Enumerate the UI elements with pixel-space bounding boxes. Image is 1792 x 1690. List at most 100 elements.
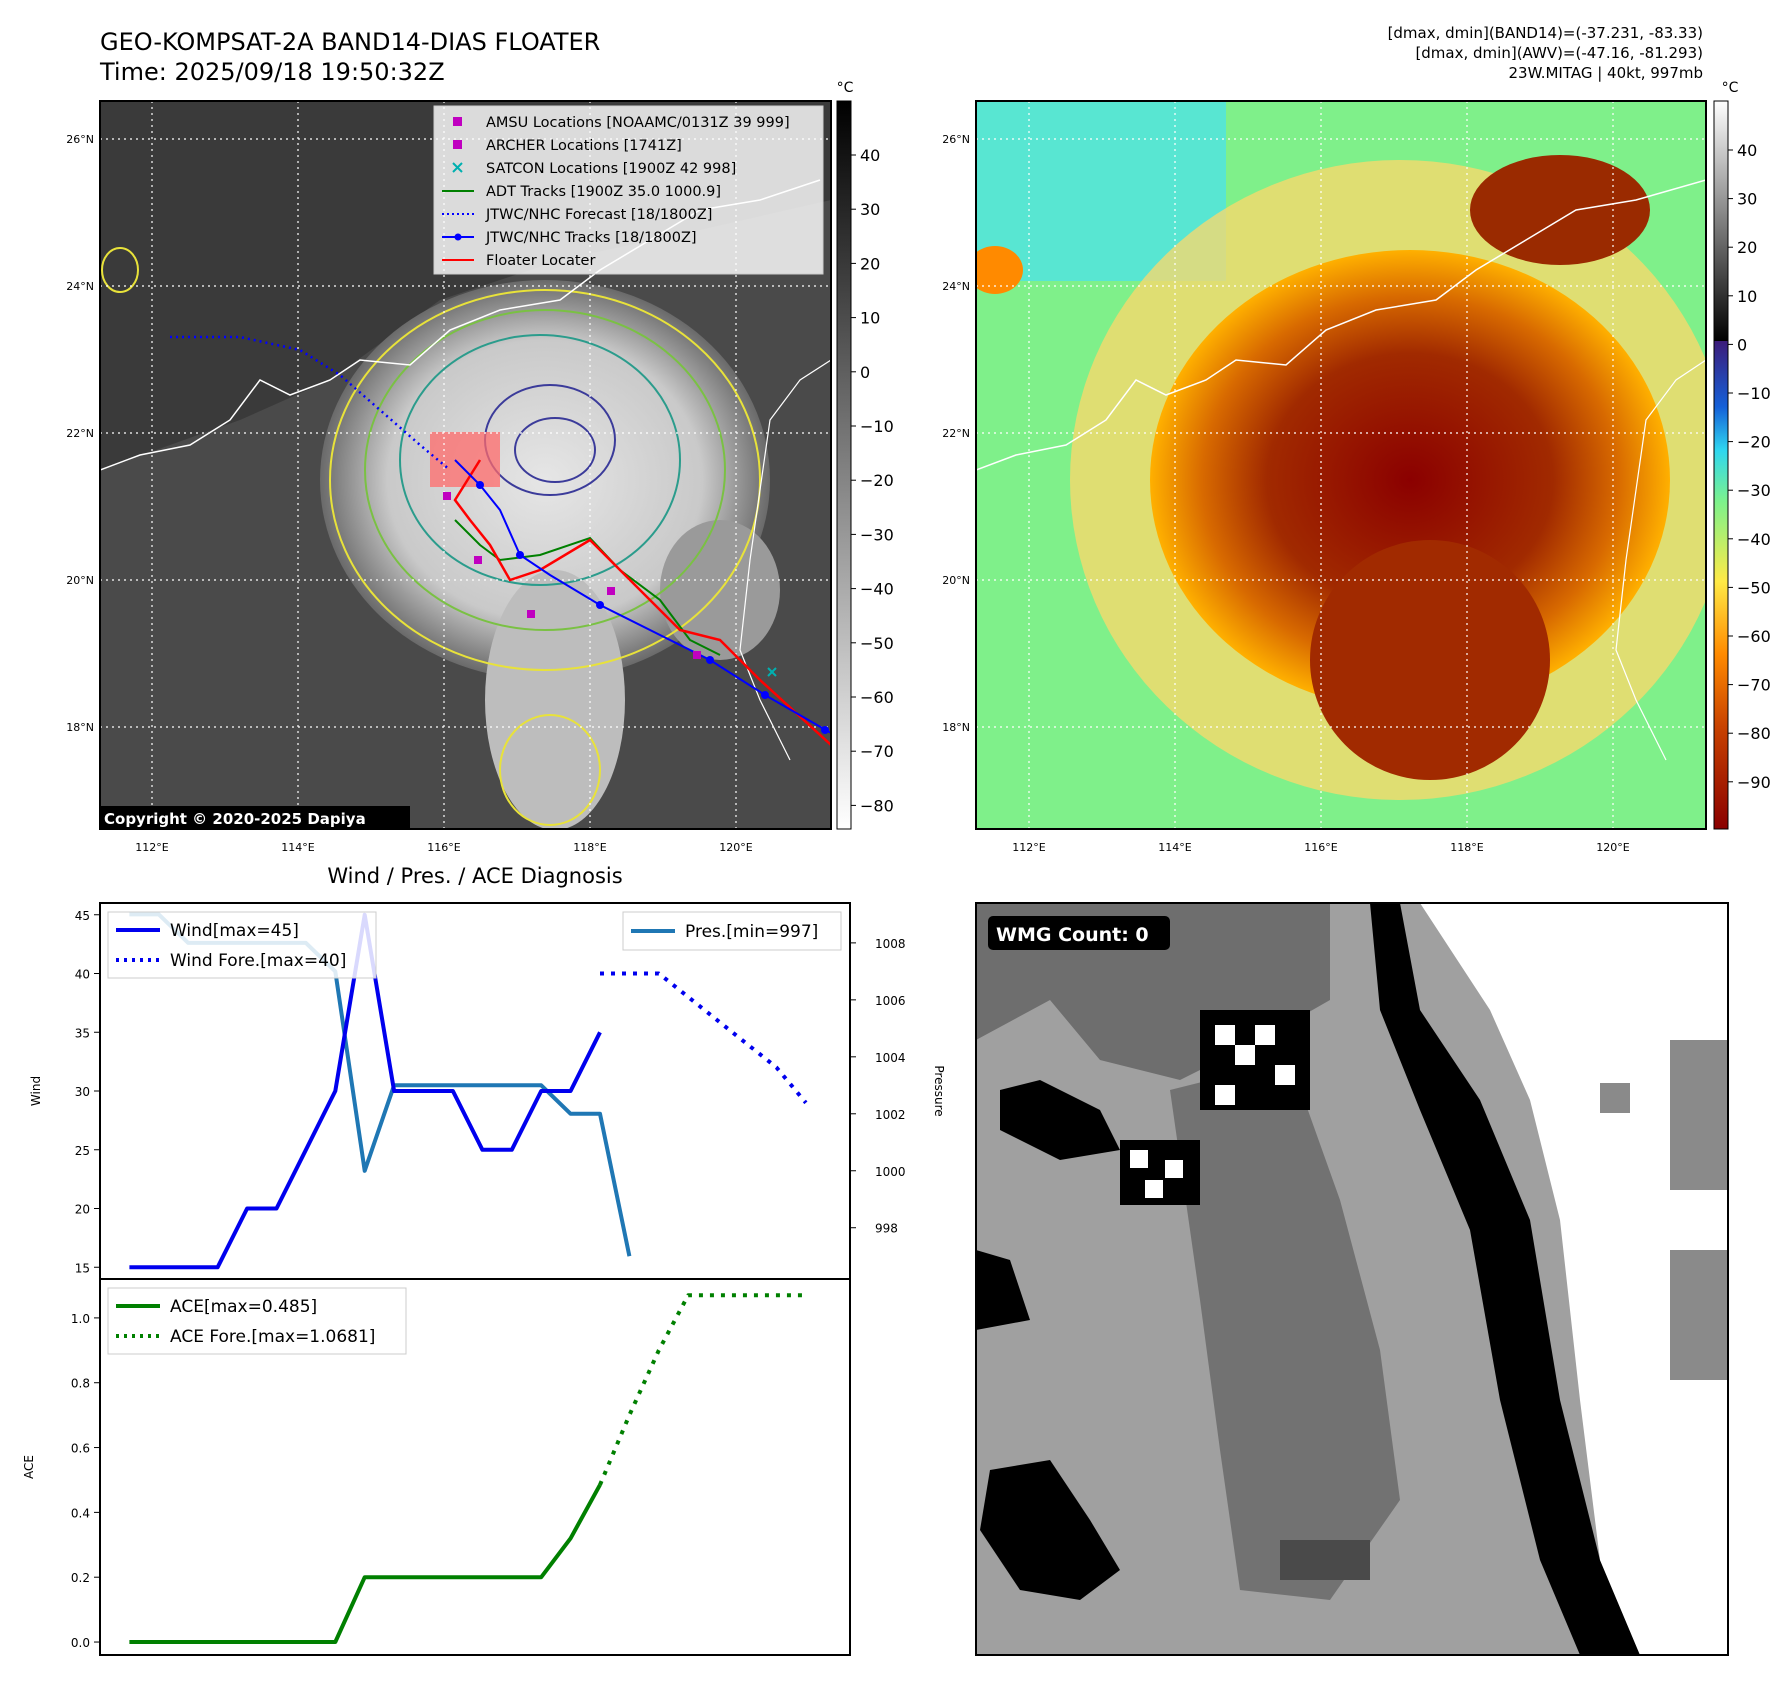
map-right: 26°N 24°N 22°N 20°N 18°N 112°E 114°E 116°E 118°E… xyxy=(942,80,1771,854)
wmg-gray-patch-east-1 xyxy=(1670,1040,1728,1190)
wind-legend: Wind[max=45] Wind Fore.[max=40] xyxy=(107,911,377,979)
wmg-white-east xyxy=(1420,903,1728,1655)
ace-tick-label: 0.8 xyxy=(71,1377,90,1391)
pressure-axis-ticks: 998 1000 1002 1004 1006 1008 xyxy=(850,937,906,1236)
legend-entry-label: Floater Locater xyxy=(486,253,595,269)
map-left-lat-label: 26°N xyxy=(66,133,94,146)
ace-tick-label: 1.0 xyxy=(71,1312,90,1326)
legend-entry-label: JTWC/NHC Forecast [18/1800Z] xyxy=(485,207,712,223)
map-left-copyright-box: Copyright © 2020-2025 Dapiya xyxy=(100,806,410,829)
wmg-count-badge xyxy=(988,916,1170,950)
wind-tick-label: 20 xyxy=(75,1203,90,1217)
colorbar-left-tick-label: −40 xyxy=(860,580,894,599)
ace-legend-box xyxy=(107,1287,407,1355)
map-right-cloud-tail xyxy=(1310,540,1550,780)
map-right-lon-label: 120°E xyxy=(1596,841,1629,854)
colorbar-right-tick-label: −50 xyxy=(1737,578,1771,597)
diagnosis-title: Wind / Pres. / ACE Diagnosis xyxy=(327,864,622,888)
satcon-markers xyxy=(767,667,777,677)
colorbar-left-tick-label: −50 xyxy=(860,634,894,653)
jtwc-track-points xyxy=(476,481,829,734)
colorbar-right-tick-label: 0 xyxy=(1737,335,1747,354)
colorbar-right-tick-label: 20 xyxy=(1737,238,1757,257)
colorbar-right-tick-label: −20 xyxy=(1737,433,1771,452)
map-left-lon-label: 116°E xyxy=(427,841,460,854)
ace-forecast-line xyxy=(598,1293,806,1486)
wind-tick-label: 15 xyxy=(75,1261,90,1275)
info-line-3: 23W.MITAG | 40kt, 997mb xyxy=(1509,64,1704,82)
wmg-gray-patch-east-2 xyxy=(1670,1250,1728,1380)
pressure-legend: Pres.[min=997] xyxy=(622,911,842,951)
wind-tick-label: 45 xyxy=(75,909,90,923)
wmg-black-blob-southwest xyxy=(980,1460,1120,1600)
colorbar-left-tick-label: 10 xyxy=(860,309,880,328)
colorbar-left-tick-label: −30 xyxy=(860,525,894,544)
ace-axis-ticks: 0.0 0.2 0.4 0.6 0.8 1.0 xyxy=(71,1312,100,1650)
colorbar-left-tick-label: 0 xyxy=(860,363,870,382)
pressure-axis-label: Pressure xyxy=(932,1065,946,1116)
colorbar-left-tick-label: 30 xyxy=(860,200,880,219)
colorbar-left-tick-label: −70 xyxy=(860,742,894,761)
colorbar-left-tick-label: −60 xyxy=(860,688,894,707)
colorbar-right-tick-label: 40 xyxy=(1737,141,1757,160)
wind-pressure-chart: Wind / Pres. / ACE Diagnosis Wind Pressu… xyxy=(29,864,946,1280)
map-left-lat-label: 22°N xyxy=(66,427,94,440)
wmg-black-blob-west-2 xyxy=(976,1250,1030,1330)
map-left-contour-mid xyxy=(364,309,726,631)
map-left-coastline-east xyxy=(739,359,831,761)
map-right-frame xyxy=(975,100,1707,830)
map-right-lat-label: 18°N xyxy=(942,721,970,734)
colorbar-right-tick-label: −10 xyxy=(1737,384,1771,403)
map-left-frame xyxy=(99,100,832,830)
ace-legend: ACE[max=0.485] ACE Fore.[max=1.0681] xyxy=(107,1287,407,1355)
map-right-lat-label: 26°N xyxy=(942,133,970,146)
legend-entry-label: ADT Tracks [1900Z 35.0 1000.9] xyxy=(486,184,721,200)
ace-chart: ACE 0.0 0.2 0.4 0.6 0.8 1.0 ACE[max=0.485] AC… xyxy=(22,1278,851,1656)
wind-axis-ticks: 15 20 25 30 35 40 45 xyxy=(75,909,100,1275)
map-left: Copyright © 2020-2025 Dapiya 26°N 24°N 22°… xyxy=(66,80,894,854)
floater-box xyxy=(430,432,500,487)
colorbar-left xyxy=(836,100,852,830)
legend-marker-square xyxy=(453,117,462,126)
ace-plot-frame xyxy=(99,1278,851,1656)
colorbar-left-tick-label: 40 xyxy=(860,146,880,165)
wmg-dark-region-center xyxy=(1170,1060,1400,1600)
colorbar-left-tick-label: −20 xyxy=(860,471,894,490)
map-left-legend: AMSU Locations [NOAAMC/0131Z 39 999] ARCH… xyxy=(433,105,824,275)
colorbar-right-tick-label: −90 xyxy=(1737,773,1771,792)
wind-legend-box xyxy=(107,911,377,979)
map-left-lat-label: 24°N xyxy=(66,280,94,293)
wind-forecast-line xyxy=(600,971,808,1105)
wmg-black-blob-west-1 xyxy=(1000,1080,1120,1160)
map-right-cloud-north xyxy=(1470,155,1650,265)
colorbar-right-tick-label: 10 xyxy=(1737,287,1757,306)
wind-tick-label: 35 xyxy=(75,1026,90,1040)
ace-line xyxy=(129,1483,602,1644)
wind-axis-label: Wind xyxy=(29,1076,43,1106)
map-left-contour-island xyxy=(101,247,139,293)
colorbar-right-tick-label: −40 xyxy=(1737,530,1771,549)
ace-tick-label: 0.0 xyxy=(71,1636,90,1650)
pressure-tick-label: 1002 xyxy=(875,1108,906,1122)
legend-entry-label: SATCON Locations [1900Z 42 998] xyxy=(486,161,736,177)
jtwc-track xyxy=(454,459,831,734)
wind-tick-label: 30 xyxy=(75,1085,90,1099)
legend-box xyxy=(433,105,824,275)
colorbar-left-unit: °C xyxy=(837,80,854,96)
map-right-cloud-west xyxy=(976,246,1023,294)
wind-tick-label: 40 xyxy=(75,968,90,982)
copyright-text: Copyright © 2020-2025 Dapiya xyxy=(104,810,366,828)
wmg-checker-patch-1 xyxy=(1200,1010,1310,1110)
wmg-gray-patch-east-3 xyxy=(1600,1083,1630,1113)
legend-marker-dot xyxy=(454,233,462,241)
legend-marker-square xyxy=(453,140,462,149)
ace-series xyxy=(129,1293,806,1644)
wind-legend-dotted-label: Wind Fore.[max=40] xyxy=(170,951,346,971)
colorbar-right-ticks: 40 30 20 10 0 −10 −20 −30 −40 −50 −60 −70 −80 −90 xyxy=(1728,141,1771,792)
legend-marker-x xyxy=(452,162,463,173)
map-left-lon-label: 118°E xyxy=(573,841,606,854)
colorbar-right-tick-label: −60 xyxy=(1737,627,1771,646)
map-left-contour-inner xyxy=(399,334,681,586)
map-right-coastline-east xyxy=(1615,359,1706,761)
amsu-archer-markers xyxy=(443,492,701,659)
